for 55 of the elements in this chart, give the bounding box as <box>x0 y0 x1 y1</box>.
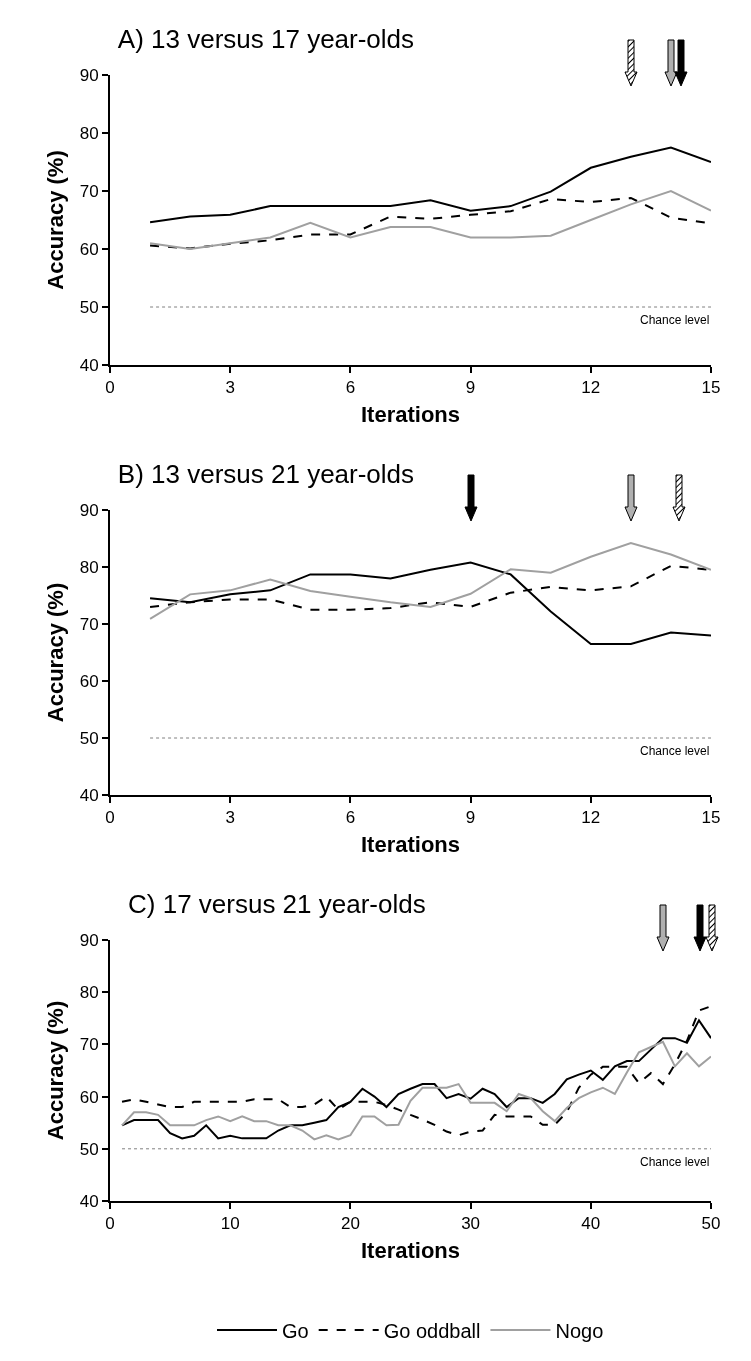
y-tick-label: 40 <box>79 785 99 805</box>
x-axis-title: Iterations <box>360 401 461 427</box>
ref-line-label: Chance level <box>640 313 710 327</box>
y-axis-title: Accuracy (%) <box>42 150 68 290</box>
y-axis-title: Accuracy (%) <box>42 1000 68 1141</box>
x-tick-label: 50 <box>701 1214 721 1234</box>
y-tick-label: 90 <box>79 65 99 85</box>
y-tick-label: 80 <box>79 123 99 143</box>
x-tick-label: 15 <box>701 808 721 828</box>
legend-label: Go <box>282 1319 309 1342</box>
x-tick-label: 0 <box>105 808 115 828</box>
x-tick-label: 6 <box>345 378 356 398</box>
y-tick-label: 50 <box>79 1139 99 1159</box>
line-series <box>149 542 711 620</box>
x-tick-label: 15 <box>701 378 721 398</box>
x-tick-label: 12 <box>581 808 601 828</box>
x-tick-label: 6 <box>345 808 356 828</box>
y-tick-label: 80 <box>79 557 99 577</box>
y-tick-label: 70 <box>79 181 99 201</box>
x-tick-label: 12 <box>581 378 601 398</box>
y-tick-label: 90 <box>79 930 99 950</box>
y-tick-label: 70 <box>79 1035 99 1055</box>
line-series <box>149 146 711 224</box>
y-tick-label: 60 <box>79 1087 99 1107</box>
y-tick-label: 70 <box>79 614 99 634</box>
y-tick-label: 60 <box>79 671 99 691</box>
x-tick-label: 10 <box>220 1214 240 1234</box>
x-tick-label: 9 <box>465 808 476 828</box>
x-tick-label: 0 <box>105 378 115 398</box>
legend-label: Go oddball <box>383 1319 481 1342</box>
line-series <box>149 561 711 645</box>
y-tick-label: 40 <box>79 355 99 375</box>
x-tick-label: 20 <box>340 1214 360 1234</box>
y-tick-label: 90 <box>79 500 99 520</box>
y-tick-label: 50 <box>79 728 99 748</box>
y-tick-label: 40 <box>79 1191 99 1211</box>
x-axis-title: Iterations <box>360 831 461 857</box>
x-tick-label: 9 <box>465 378 476 398</box>
x-tick-label: 3 <box>225 808 235 828</box>
y-tick-label: 80 <box>79 983 99 1003</box>
chart-title: C) 17 versus 21 year-olds <box>128 889 426 920</box>
legend-label: Nogo <box>555 1319 604 1342</box>
ref-line-label: Chance level <box>640 1155 710 1169</box>
chart-title: A) 13 versus 17 year-olds <box>117 24 415 55</box>
y-tick-label: 50 <box>79 297 99 317</box>
x-tick-label: 0 <box>105 1214 115 1234</box>
y-tick-label: 60 <box>79 239 99 259</box>
x-tick-label: 30 <box>461 1214 481 1234</box>
x-tick-label: 3 <box>225 378 235 398</box>
x-tick-label: 40 <box>581 1214 601 1234</box>
chart-title: B) 13 versus 21 year-olds <box>117 459 415 490</box>
y-axis-title: Accuracy (%) <box>42 582 68 723</box>
line-series <box>121 1040 711 1141</box>
x-axis-title: Iterations <box>360 1237 461 1263</box>
ref-line-label: Chance level <box>640 744 710 758</box>
